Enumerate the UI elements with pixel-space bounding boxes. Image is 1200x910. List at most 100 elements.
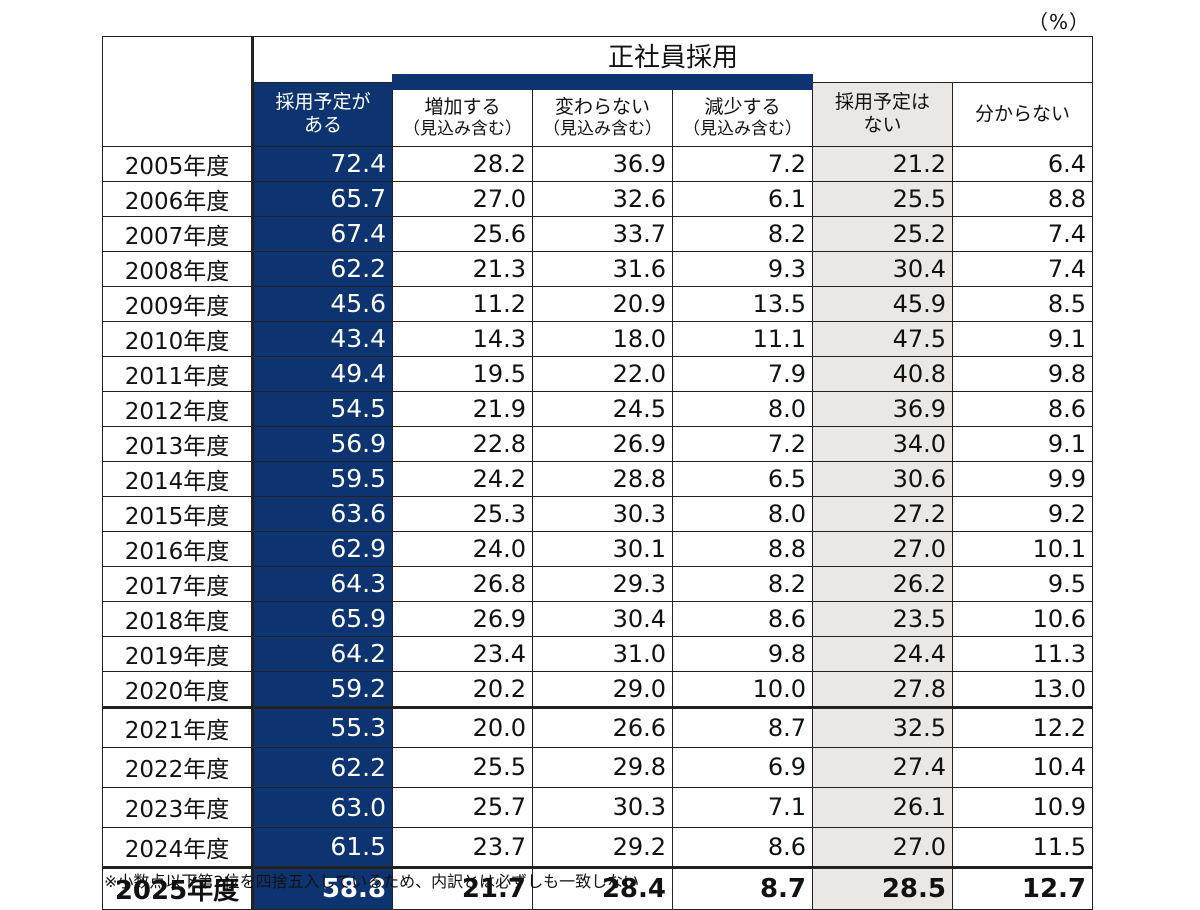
- table-cell: 27.0: [812, 530, 953, 567]
- table-cell: 13.0: [951, 670, 1094, 709]
- table-cell: 25.2: [812, 215, 953, 252]
- table-cell: 26.9: [392, 600, 533, 637]
- table-cell: 25.5: [812, 180, 953, 217]
- table-cell: 12.2: [951, 706, 1094, 748]
- table-cell: 28.2: [392, 145, 533, 182]
- row-year: 2021年度: [102, 706, 254, 748]
- table-cell: 8.2: [672, 215, 813, 252]
- table-cell: 31.6: [532, 250, 673, 287]
- table-cell: 23.4: [392, 635, 533, 672]
- table-cell: 59.2: [252, 670, 393, 709]
- table-cell: 26.6: [532, 706, 673, 748]
- table-cell: 7.4: [951, 215, 1094, 252]
- table-cell: 34.0: [812, 425, 953, 462]
- table-cell: 55.3: [252, 706, 393, 748]
- table-cell: 6.9: [672, 746, 813, 788]
- table-cell: 7.4: [951, 250, 1094, 287]
- table-cell: 8.6: [672, 600, 813, 637]
- table-cell: 10.9: [951, 786, 1094, 828]
- table-cell: 26.1: [812, 786, 953, 828]
- table-cell: 11.3: [951, 635, 1094, 672]
- table-cell: 25.3: [392, 495, 533, 532]
- table-cell: 33.7: [532, 215, 673, 252]
- table-cell: 10.6: [951, 600, 1094, 637]
- table-cell: 67.4: [252, 215, 393, 252]
- table-cell: 6.1: [672, 180, 813, 217]
- table-row: 2017年度 64.3 26.8 29.3 8.2 26.2 9.5: [102, 565, 1094, 602]
- table-row: 2012年度 54.5 21.9 24.5 8.0 36.9 8.6: [102, 390, 1094, 427]
- table-row: 2023年度 63.0 25.7 30.3 7.1 26.1 10.9: [102, 786, 1094, 828]
- table-cell: 8.6: [672, 826, 813, 868]
- table-row: 2007年度 67.4 25.6 33.7 8.2 25.2 7.4: [102, 215, 1094, 252]
- table-cell: 49.4: [252, 355, 393, 392]
- column-header-decrease: 減少する （見込み含む）: [672, 74, 813, 147]
- table-row: 2021年度 55.3 20.0 26.6 8.7 32.5 12.2: [102, 706, 1094, 748]
- table-cell: 62.2: [252, 746, 393, 788]
- table-row: 2019年度 64.2 23.4 31.0 9.8 24.4 11.3: [102, 635, 1094, 672]
- row-year: 2023年度: [102, 786, 254, 828]
- table-row: 2015年度 63.6 25.3 30.3 8.0 27.2 9.2: [102, 495, 1094, 532]
- table-cell: 65.9: [252, 600, 393, 637]
- row-year: 2008年度: [102, 250, 254, 287]
- column-header-not-planned: 採用予定は ない: [812, 81, 953, 147]
- table-cell: 30.4: [532, 600, 673, 637]
- table-cell: 64.2: [252, 635, 393, 672]
- table-cell: 8.8: [672, 530, 813, 567]
- table-row: 2018年度 65.9 26.9 30.4 8.6 23.5 10.6: [102, 600, 1094, 637]
- table-cell: 54.5: [252, 390, 393, 427]
- row-year: 2024年度: [102, 826, 254, 868]
- column-header-line1: 分からない: [975, 102, 1071, 125]
- table-cell: 29.8: [532, 746, 673, 788]
- row-year: 2019年度: [102, 635, 254, 672]
- hiring-plan-table: 正社員採用 採用予定が ある 増加する （見込み含む） 変わらない （見込み含む…: [102, 36, 1094, 910]
- row-year: 2022年度: [102, 746, 254, 788]
- table-cell: 30.1: [532, 530, 673, 567]
- table-row: 2020年度 59.2 20.2 29.0 10.0 27.8 13.0: [102, 670, 1094, 709]
- row-year: 2016年度: [102, 530, 254, 567]
- table-cell: 30.6: [812, 460, 953, 497]
- table-cell: 64.3: [252, 565, 393, 602]
- table-cell: 28.8: [532, 460, 673, 497]
- group-header: 正社員採用: [250, 36, 1094, 83]
- column-header-line2: （見込み含む）: [543, 118, 662, 139]
- table-cell: 30.3: [532, 495, 673, 532]
- table-cell: 45.6: [252, 285, 393, 322]
- table-cell: 36.9: [532, 145, 673, 182]
- table-cell: 21.2: [812, 145, 953, 182]
- footnote: ※小数点以下第2位を四捨五入しているため、内訳とは必ずしも一致しない: [104, 872, 640, 891]
- table-cell: 12.7: [951, 865, 1094, 910]
- table-cell: 26.8: [392, 565, 533, 602]
- table-cell: 6.4: [951, 145, 1094, 182]
- unit-label: （%）: [1027, 10, 1090, 34]
- table-cell: 56.9: [252, 425, 393, 462]
- table-cell: 9.2: [951, 495, 1094, 532]
- table-cell: 7.2: [672, 145, 813, 182]
- table-cell: 8.7: [672, 865, 813, 910]
- table-cell: 21.3: [392, 250, 533, 287]
- table-cell: 9.8: [672, 635, 813, 672]
- row-year: 2005年度: [102, 145, 254, 182]
- table-row: 2013年度 56.9 22.8 26.9 7.2 34.0 9.1: [102, 425, 1094, 462]
- table-cell: 7.9: [672, 355, 813, 392]
- table-cell: 47.5: [812, 320, 953, 357]
- row-year: 2020年度: [102, 670, 254, 709]
- table-row: 2011年度 49.4 19.5 22.0 7.9 40.8 9.8: [102, 355, 1094, 392]
- table-cell: 27.8: [812, 670, 953, 709]
- table-cell: 10.0: [672, 670, 813, 709]
- table-cell: 25.5: [392, 746, 533, 788]
- table-cell: 11.1: [672, 320, 813, 357]
- table-cell: 21.9: [392, 390, 533, 427]
- table-row: 2022年度 62.2 25.5 29.8 6.9 27.4 10.4: [102, 746, 1094, 788]
- table-cell: 9.5: [951, 565, 1094, 602]
- column-header-increase: 増加する （見込み含む）: [392, 74, 533, 147]
- table-cell: 30.3: [532, 786, 673, 828]
- table-cell: 8.5: [951, 285, 1094, 322]
- column-header-line2: （見込み含む）: [683, 118, 802, 139]
- table-row: 2014年度 59.5 24.2 28.8 6.5 30.6 9.9: [102, 460, 1094, 497]
- table-cell: 22.8: [392, 425, 533, 462]
- table-cell: 9.1: [951, 425, 1094, 462]
- table-cell: 8.0: [672, 495, 813, 532]
- table-cell: 31.0: [532, 635, 673, 672]
- column-header-line2: ない: [863, 114, 902, 136]
- column-header-unknown: 分からない: [951, 81, 1094, 147]
